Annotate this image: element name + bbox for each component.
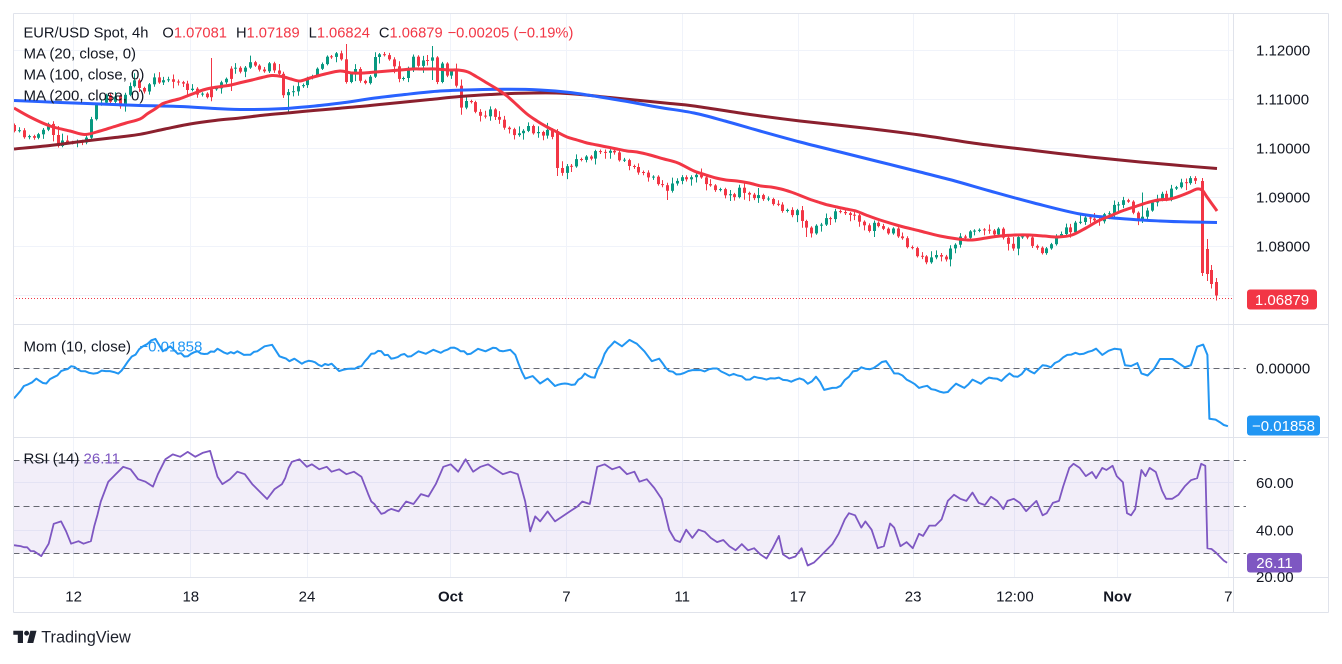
svg-text:26.11: 26.11: [1256, 555, 1292, 572]
svg-text:60.00: 60.00: [1256, 475, 1294, 492]
svg-text:Oct: Oct: [438, 589, 463, 606]
svg-text:1.09000: 1.09000: [1256, 189, 1310, 206]
svg-text:12: 12: [65, 589, 82, 606]
svg-text:TradingView: TradingView: [41, 629, 131, 647]
svg-text:Nov: Nov: [1103, 589, 1132, 606]
svg-text:23: 23: [905, 589, 922, 606]
svg-text:MA (200, close, 0): MA (200, close, 0): [24, 87, 145, 104]
svg-text:7: 7: [562, 589, 570, 606]
svg-text:MA (100, close, 0): MA (100, close, 0): [24, 66, 145, 83]
svg-text:RSI (14) 26.11: RSI (14) 26.11: [24, 450, 120, 467]
svg-text:7: 7: [1224, 589, 1232, 606]
svg-text:0.00000: 0.00000: [1256, 360, 1310, 377]
svg-text:1.12000: 1.12000: [1256, 42, 1310, 59]
svg-text:MA (20, close, 0): MA (20, close, 0): [24, 45, 137, 62]
svg-text:1.06879: 1.06879: [1255, 292, 1309, 309]
svg-text:24: 24: [299, 589, 316, 606]
svg-text:18: 18: [182, 589, 199, 606]
svg-text:1.10000: 1.10000: [1256, 140, 1310, 157]
svg-text:1.08000: 1.08000: [1256, 238, 1310, 255]
svg-text:Mom (10, close) −0.01858: Mom (10, close) −0.01858: [24, 338, 203, 355]
svg-text:40.00: 40.00: [1256, 522, 1294, 539]
svg-text:−0.01858: −0.01858: [1252, 418, 1315, 435]
svg-text:12:00: 12:00: [996, 589, 1034, 606]
svg-text:17: 17: [790, 589, 807, 606]
svg-text:11: 11: [674, 589, 690, 606]
svg-text:20.00: 20.00: [1256, 569, 1294, 586]
svg-text:1.11000: 1.11000: [1256, 91, 1309, 108]
